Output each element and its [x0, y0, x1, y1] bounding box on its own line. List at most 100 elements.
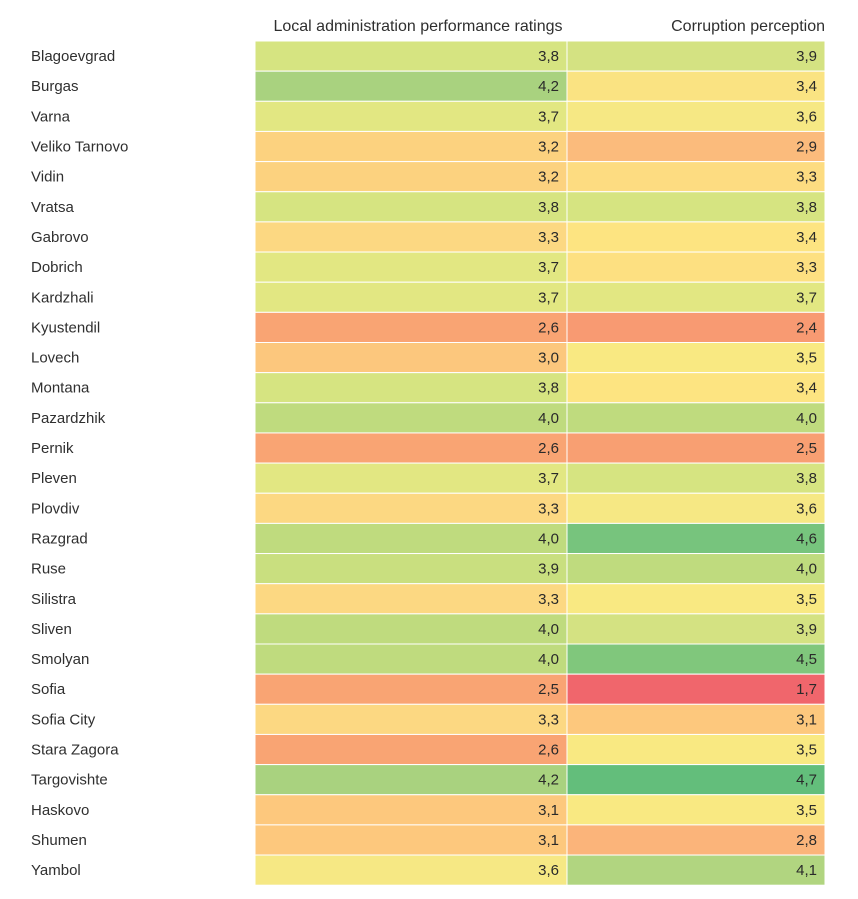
cell-value-label: 2,6	[538, 440, 559, 457]
row-label: Vidin	[31, 169, 64, 186]
row-label: Targovishte	[31, 772, 108, 789]
row-label: Kyustendil	[31, 319, 100, 336]
cell-value-label: 3,7	[538, 108, 559, 125]
row-label: Haskovo	[31, 802, 89, 819]
heatmap-cell	[254, 854, 568, 886]
cell-value-label: 2,4	[796, 319, 817, 336]
heatmap-cell	[254, 583, 568, 615]
cell-value-label: 3,1	[538, 832, 559, 849]
heatmap-cell	[566, 130, 826, 163]
heatmap-cell	[566, 824, 826, 856]
row-label: Plovdiv	[31, 500, 80, 517]
heatmap-cell	[254, 824, 568, 856]
heatmap-cell	[566, 311, 826, 344]
heatmap-cell	[254, 100, 568, 132]
cell-value-label: 3,4	[796, 229, 817, 246]
heatmap-cell	[254, 794, 568, 826]
row-label: Veliko Tarnovo	[31, 139, 128, 156]
heatmap-cell	[566, 432, 826, 464]
heatmap-cell	[566, 553, 826, 585]
cell-value-label: 2,8	[796, 832, 817, 849]
heatmap-cell	[254, 402, 568, 434]
heatmap-cell	[254, 311, 568, 344]
heatmap-cell	[254, 492, 568, 524]
heatmap-cell	[254, 191, 568, 223]
heatmap-cell	[254, 281, 568, 313]
cell-value-label: 3,5	[796, 802, 817, 819]
row-label: Razgrad	[31, 530, 88, 547]
cell-value-label: 3,1	[796, 711, 817, 728]
heatmap-cell	[566, 372, 826, 404]
heatmap-cell	[254, 733, 568, 766]
heatmap-cell	[566, 100, 826, 132]
cell-value-label: 4,6	[796, 530, 817, 547]
cell-value-label: 1,7	[796, 681, 817, 698]
cell-value-label: 3,1	[538, 802, 559, 819]
heatmap-cell	[566, 673, 826, 705]
heatmap-cell	[254, 130, 568, 163]
row-label: Montana	[31, 380, 90, 397]
cell-value-label: 3,3	[538, 591, 559, 608]
cell-value-label: 4,0	[538, 410, 559, 427]
cell-value-label: 3,7	[538, 259, 559, 276]
heatmap-cell	[254, 70, 568, 102]
heatmap-cell	[254, 553, 568, 585]
row-label: Silistra	[31, 591, 77, 608]
row-label: Sofia	[31, 681, 66, 698]
row-label: Pernik	[31, 440, 74, 457]
heatmap-cell	[566, 583, 826, 615]
heatmap-cell	[254, 372, 568, 404]
cell-value-label: 3,6	[538, 862, 559, 879]
heatmap-cell	[566, 342, 826, 374]
heatmap-cell	[254, 221, 568, 253]
row-label: Smolyan	[31, 651, 89, 668]
row-label: Lovech	[31, 350, 79, 367]
heatmap-cell	[566, 522, 826, 555]
cell-value-label: 4,0	[796, 561, 817, 578]
heatmap-cell	[254, 673, 568, 705]
heatmap-cell	[566, 70, 826, 102]
column-header: Local administration performance ratings	[273, 18, 562, 35]
cell-value-label: 3,7	[796, 289, 817, 306]
heatmap-cell	[254, 251, 568, 283]
heatmap-cell	[566, 703, 826, 735]
heatmap-cell	[566, 733, 826, 766]
heatmap-cell	[566, 402, 826, 434]
row-label: Pazardzhik	[31, 410, 106, 427]
cell-value-label: 3,5	[796, 350, 817, 367]
cell-value-label: 3,6	[796, 108, 817, 125]
heatmap-cell	[254, 522, 568, 555]
cell-value-label: 3,9	[796, 48, 817, 65]
cell-value-label: 3,8	[796, 199, 817, 216]
row-label: Ruse	[31, 561, 66, 578]
heatmap-cell	[254, 703, 568, 735]
heatmap-cell	[566, 191, 826, 223]
column-header: Corruption perception	[671, 18, 825, 35]
cell-value-label: 3,3	[796, 169, 817, 186]
cell-value-label: 3,7	[538, 470, 559, 487]
heatmap-cell	[566, 281, 826, 313]
cell-value-label: 3,3	[538, 500, 559, 517]
row-label: Dobrich	[31, 259, 83, 276]
heatmap-cell	[254, 613, 568, 645]
cell-value-label: 3,4	[796, 78, 817, 95]
heatmap-cell	[566, 613, 826, 645]
row-label: Sofia City	[31, 711, 96, 728]
cell-value-label: 3,3	[538, 229, 559, 246]
cell-value-label: 2,9	[796, 139, 817, 156]
heatmap-cell	[566, 492, 826, 524]
heatmap-cell	[254, 764, 568, 796]
heatmap-cell	[254, 40, 568, 72]
cell-value-label: 3,7	[538, 289, 559, 306]
cell-value-label: 4,5	[796, 651, 817, 668]
cell-value-label: 3,2	[538, 169, 559, 186]
cell-value-label: 4,7	[796, 772, 817, 789]
cell-value-label: 3,3	[796, 259, 817, 276]
cell-value-label: 4,0	[538, 621, 559, 638]
cell-value-label: 3,9	[796, 621, 817, 638]
heatmap-cell	[566, 221, 826, 253]
cell-value-label: 3,6	[796, 500, 817, 517]
heatmap-cell	[566, 794, 826, 826]
heatmap-cell	[566, 643, 826, 675]
cell-value-label: 2,5	[538, 681, 559, 698]
